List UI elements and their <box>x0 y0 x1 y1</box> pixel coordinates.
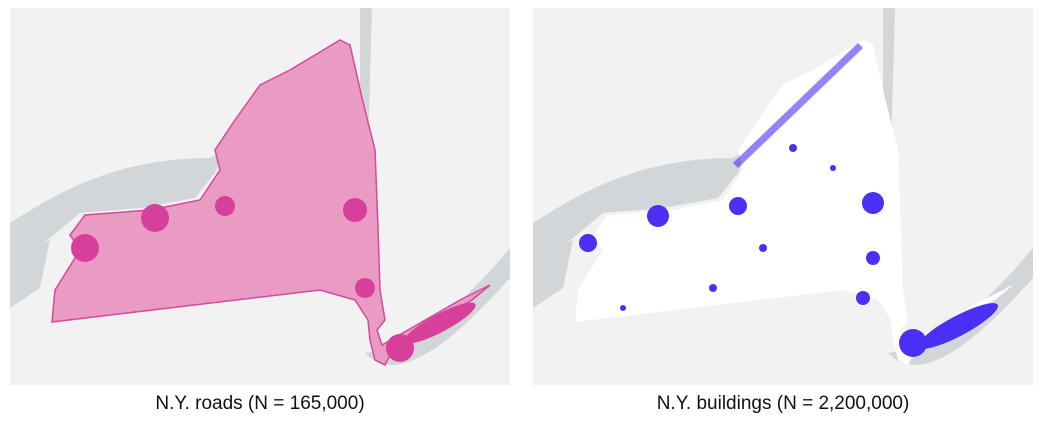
map-buildings <box>533 8 1033 385</box>
map-roads <box>10 8 510 385</box>
caption: N.Y. roads (N = 165,000) <box>155 393 365 414</box>
road-clusters <box>71 196 476 362</box>
caption: N.Y. buildings (N = 2,200,000) <box>656 393 910 414</box>
building-clusters <box>579 43 999 357</box>
